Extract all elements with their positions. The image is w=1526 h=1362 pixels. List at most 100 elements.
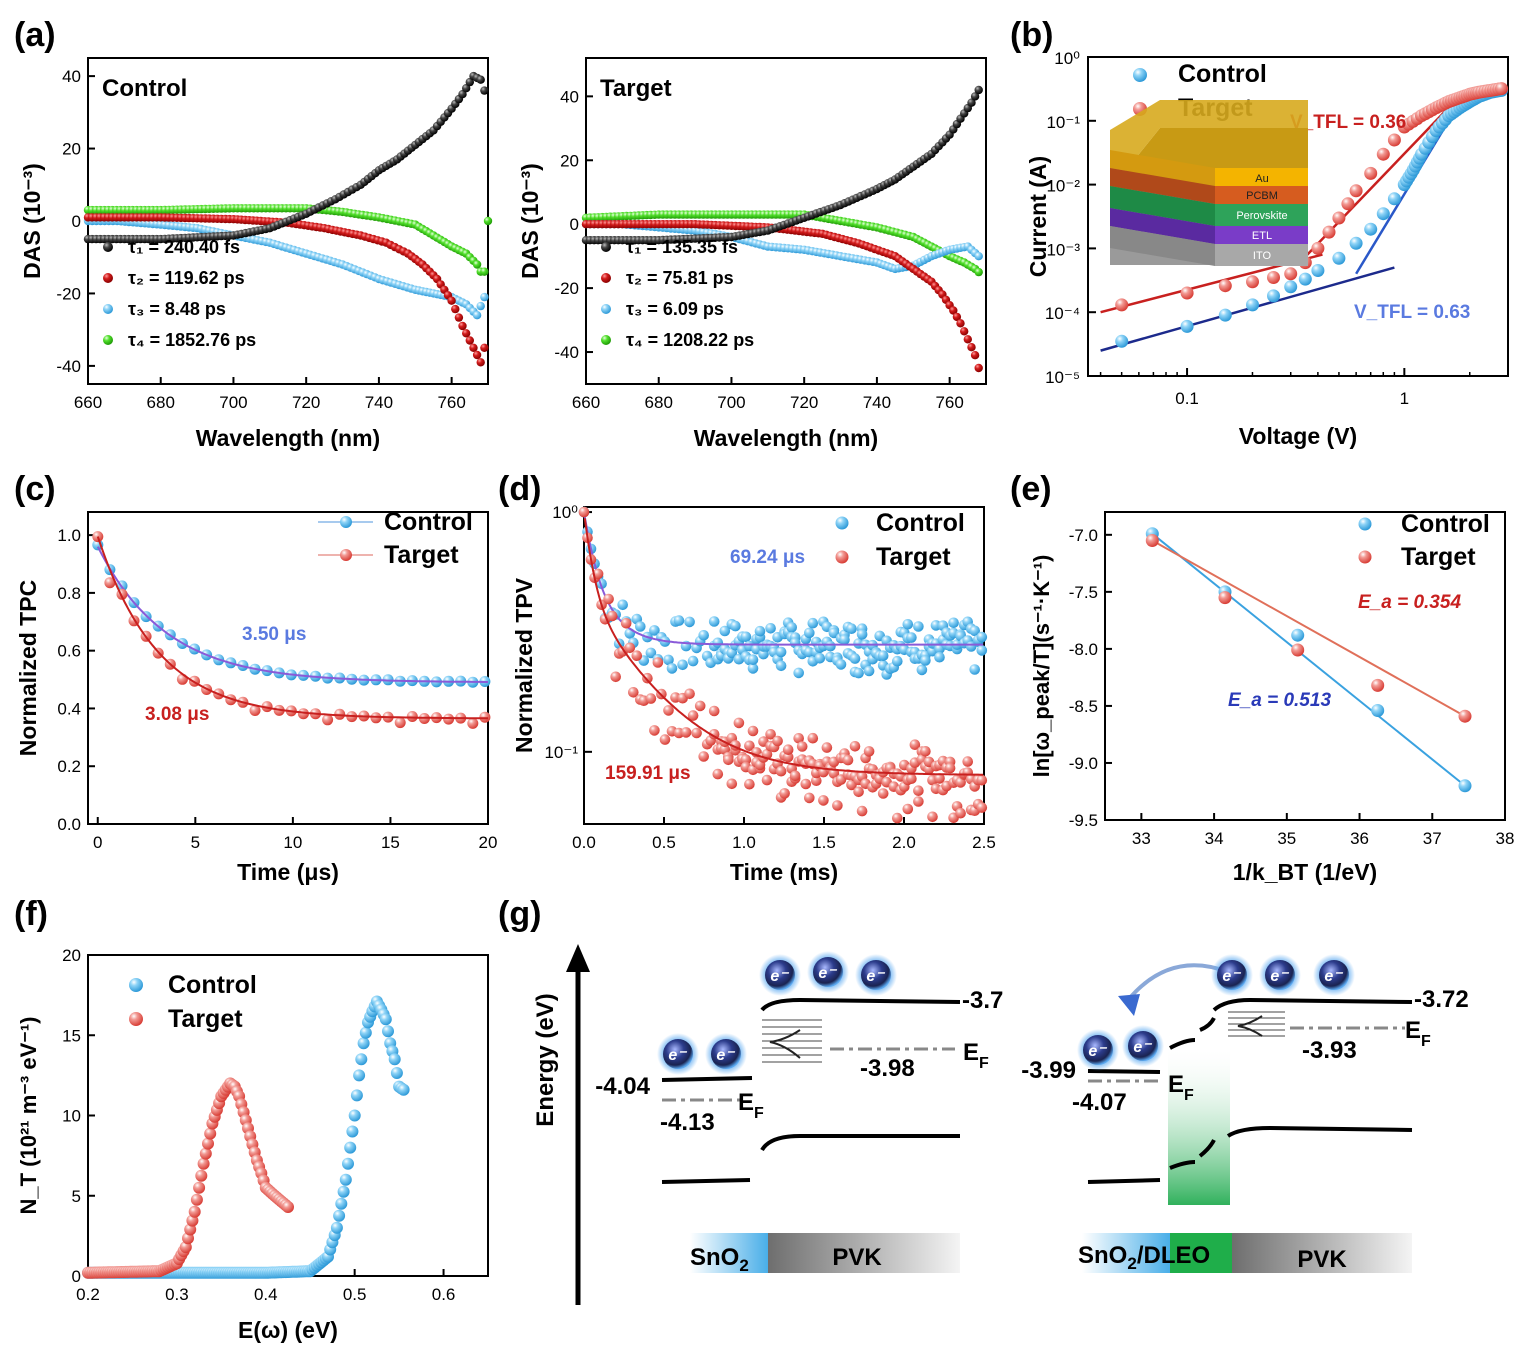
y-tick-label: 0.0 (57, 815, 81, 834)
data-point-blue (666, 663, 678, 674)
electron-symbol: e⁻ (1133, 1039, 1152, 1056)
data-point-red (687, 710, 699, 721)
dleo-cb-steps (1169, 1017, 1216, 1050)
legend-marker-blue (103, 304, 113, 314)
data-point-red (856, 805, 868, 817)
x-tick-label: 0.4 (254, 1285, 278, 1304)
data-point-blue (807, 617, 819, 629)
x-axis-label: Time (μs) (237, 859, 339, 885)
data-point-red (454, 313, 464, 322)
data-point-red (628, 687, 639, 698)
data-point-red (804, 792, 815, 804)
x-tick-label: 760 (935, 393, 963, 412)
data-point-red (913, 785, 924, 796)
dleo-layer-bar (1170, 1233, 1232, 1273)
data-point-blue (355, 1053, 368, 1066)
legend-label: Control (1401, 510, 1490, 538)
legend-label: Control (384, 508, 473, 536)
data-point-blue (775, 646, 787, 658)
x-tick-label: 0.6 (432, 1285, 456, 1304)
data-point-blue (673, 615, 685, 626)
data-point-blue (1311, 264, 1325, 277)
data-point-blue (814, 653, 826, 664)
y-tick-label: 0.4 (57, 699, 81, 718)
data-point-red (1267, 271, 1280, 284)
data-point-red (476, 358, 485, 367)
x-tick-label: 720 (292, 393, 320, 412)
y-axis-label: Current (A) (1025, 156, 1051, 277)
legend-marker-green (103, 335, 113, 345)
data-point-blue (948, 617, 959, 629)
data-point-red (800, 778, 812, 790)
data-point-red (1246, 275, 1259, 289)
data-point-blue (684, 616, 695, 628)
y-tick-label: 1.0 (57, 526, 81, 545)
y-tick-label: 40 (560, 87, 579, 106)
electron-symbol: e⁻ (1088, 1043, 1107, 1060)
data-point-red (620, 618, 632, 629)
fit-curve-blue (96, 546, 488, 683)
data-point-blue (969, 664, 980, 675)
data-point-blue (645, 647, 657, 659)
legend-marker-blue (340, 516, 352, 528)
y-tick-label: 0.6 (57, 642, 81, 661)
electron-symbol: e⁻ (1270, 968, 1289, 985)
legend-marker-blue (1358, 517, 1372, 531)
data-point-blue (333, 1209, 346, 1222)
data-point-blue (476, 301, 485, 311)
legend-label: Control (168, 971, 257, 999)
chart-e-arrhenius: 33 34 35 36 37 38 -7.0 -7.5 -8.0 -8.5 -9.0 -9.5 1/k_… (1029, 510, 1514, 885)
data-point-black (458, 90, 467, 99)
data-point-red (955, 807, 966, 819)
fit-line (1151, 539, 1466, 718)
data-point-red (967, 343, 976, 352)
x-tick-label: 1.5 (812, 833, 836, 852)
dleo-gradient-region (1168, 1050, 1230, 1205)
data-point-red (963, 335, 972, 344)
electron-symbol: e⁻ (770, 968, 789, 985)
legend-marker-blue (835, 516, 849, 530)
x-tick-label: 740 (863, 393, 891, 412)
electron-icon: e⁻ (1211, 954, 1253, 996)
data-point-blue (663, 654, 674, 666)
data-point-red (322, 714, 334, 726)
data-point-blue (635, 621, 646, 632)
data-point-blue (359, 1026, 372, 1039)
data-point-red (659, 734, 671, 745)
x-tick-label: 0.0 (572, 833, 596, 852)
legend-label: τ₁ = 135.35 fs (626, 237, 738, 257)
electrons-group: e⁻ e⁻ e⁻ e⁻ e⁻ e⁻ e⁻ e⁻ e⁻ e⁻ (657, 951, 1355, 1075)
legend-marker-black (601, 242, 611, 252)
y-tick-label: 20 (560, 151, 579, 170)
data-point-black (974, 85, 983, 95)
data-point-red (1322, 225, 1336, 239)
data-point-red (708, 705, 720, 717)
legend-marker-black (103, 242, 113, 252)
data-point-blue (969, 625, 980, 637)
electron-symbol: e⁻ (818, 965, 837, 982)
data-point-green (480, 267, 489, 276)
data-point-blue (1376, 207, 1390, 221)
x-tick-label: 38 (1496, 829, 1515, 848)
data-point-red (765, 729, 776, 740)
data-point-red (645, 693, 657, 704)
legend-label: Target (1401, 543, 1476, 571)
panel-label-c: (c) (14, 470, 56, 508)
energy-axis-label: Energy (eV) (532, 993, 559, 1126)
data-point-blue (357, 1037, 370, 1050)
data-point-red (902, 803, 914, 815)
data-point-blue (719, 625, 731, 637)
electron-icon: e⁻ (1259, 954, 1301, 996)
data-point-red (642, 672, 653, 684)
data-point-blue (617, 599, 628, 611)
data-point-red (1291, 643, 1305, 657)
layer-perovskite-label: Perovskite (1236, 210, 1287, 222)
data-point-red (1495, 82, 1508, 96)
data-point-blue (902, 619, 914, 630)
chart-f-trap-density: 0.2 0.3 0.4 0.5 0.6 0 5 10 15 20 E(ω) (eV) N_T (10²… (16, 946, 489, 1343)
x-tick-label: 2.5 (972, 833, 996, 852)
data-point-blue (906, 632, 917, 643)
sno2-vb-line-right (1087, 1178, 1161, 1184)
data-point-blue (337, 1185, 350, 1198)
x-tick-label: 0 (93, 833, 102, 852)
